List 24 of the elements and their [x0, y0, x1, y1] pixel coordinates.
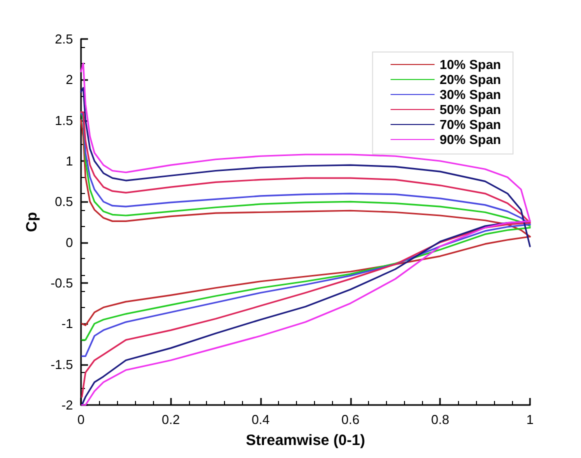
- y-tick-label: 2.5: [54, 32, 73, 46]
- legend-label: 70% Span: [440, 117, 502, 132]
- y-tick-label: -2: [61, 398, 73, 412]
- y-tick-label: -1.5: [50, 356, 73, 372]
- y-tick-label: -0.5: [50, 276, 73, 290]
- legend-label: 90% Span: [440, 132, 502, 147]
- y-tick-label: -1: [61, 316, 73, 332]
- x-tick-label: 1: [526, 412, 534, 427]
- x-tick-label: 0: [77, 412, 85, 427]
- x-tick-label: 0.4: [252, 412, 270, 427]
- legend-label: 20% Span: [440, 72, 502, 87]
- x-tick-label: 0.8: [431, 412, 450, 427]
- y-tick-label: 2: [66, 72, 73, 88]
- legend-label: 50% Span: [440, 102, 502, 117]
- x-axis-title: Streamwise (0-1): [246, 432, 366, 449]
- x-tick-label: 0.6: [341, 412, 360, 427]
- y-tick-label: 1: [66, 154, 73, 168]
- y-tick-label: 0: [66, 234, 73, 250]
- y-tick-label: 0.5: [54, 194, 73, 210]
- legend-label: 10% Span: [440, 57, 502, 72]
- legend-label: 30% Span: [440, 87, 502, 102]
- x-tick-label: 0.2: [162, 412, 180, 427]
- y-axis-title: Cp: [24, 212, 41, 232]
- y-tick-label: 1.5: [54, 112, 73, 128]
